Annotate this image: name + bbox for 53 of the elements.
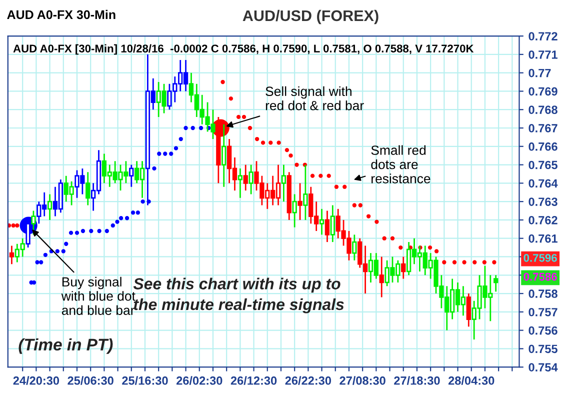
- candlestick: [352, 234, 357, 262]
- candlestick: [466, 292, 471, 328]
- y-tick-label: 0.763: [528, 198, 558, 206]
- text: 0.7596: [524, 254, 557, 262]
- annotation: Sell signal with red dot & red bar: [266, 86, 364, 110]
- candlestick: [401, 256, 406, 280]
- candlestick: [303, 164, 308, 221]
- x-tick-label: 26/22:30: [285, 376, 331, 385]
- x-tick-label: 27/18:30: [394, 376, 440, 385]
- x-tick-label: 28/04:30: [448, 376, 494, 385]
- y-tick-label: 0.771: [528, 50, 558, 59]
- candlestick: [222, 124, 226, 188]
- x-tick-label: 26/12:30: [230, 376, 277, 385]
- candlestick: [248, 164, 254, 195]
- candlestick: [9, 245, 14, 265]
- x-tick-label: 25/16:30: [122, 376, 168, 385]
- candlestick: [86, 171, 90, 206]
- y-tick-label: 0.762: [528, 216, 558, 224]
- candlestick: [324, 210, 330, 243]
- annotation: AUD A0-FX [30-Min] 10/28/16 -0.0002 C 0.7586, H 0.7590, L 0.7581, O 0.7588, V 17.7270K: [13, 44, 474, 55]
- y-tick-label: 0.754: [528, 363, 558, 372]
- candlestick: [129, 164, 134, 188]
- candlestick: [319, 208, 324, 236]
- y-tick-label: 0.77: [528, 68, 551, 78]
- y-tick-label: 0.757: [528, 308, 558, 316]
- annotation: Small red dots are resistance: [371, 145, 430, 184]
- candlestick: [379, 256, 384, 298]
- y-tick-label: 0.766: [528, 142, 558, 151]
- x-tick-label: 27/08:30: [340, 376, 386, 385]
- x-tick-label: 26/02:30: [176, 376, 222, 385]
- y-tick-label: 0.772: [528, 32, 558, 40]
- text: 0.7586: [524, 272, 557, 281]
- candlestick: [238, 168, 243, 199]
- candlestick: [494, 274, 498, 292]
- y-tick-label: 0.764: [528, 179, 558, 188]
- candlestick: [47, 194, 52, 221]
- annotation: (Time in PT): [18, 338, 113, 354]
- text: AUD A0-FX 30-Min: [7, 10, 116, 20]
- candlestick: [298, 182, 302, 221]
- y-tick-label: 0.761: [528, 234, 558, 243]
- candlestick: [330, 204, 335, 243]
- candlestick: [292, 194, 297, 228]
- y-tick-label: 0.768: [528, 106, 558, 114]
- y-tick-label: 0.767: [528, 124, 558, 132]
- candlestick: [243, 164, 248, 192]
- y-tick-label: 0.755: [528, 344, 558, 354]
- x-tick-label: 24/20:30: [13, 376, 60, 385]
- y-tick-label: 0.769: [528, 87, 558, 96]
- chart-title: AUD/USD (FOREX): [242, 10, 378, 24]
- y-tick-label: 0.765: [528, 160, 558, 170]
- y-tick-label: 0.756: [528, 326, 558, 335]
- x-tick-label: 25/06:30: [68, 376, 114, 385]
- y-tick-label: 0.758: [528, 290, 558, 298]
